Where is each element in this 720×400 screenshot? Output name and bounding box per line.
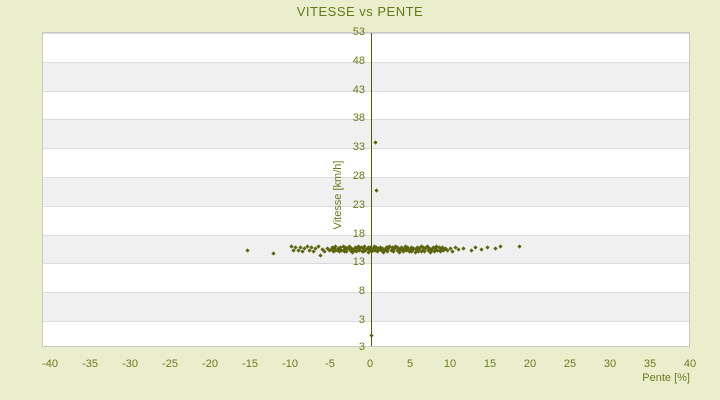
band [43, 119, 689, 149]
x-tick-label: 0 [366, 358, 374, 370]
y-axis-title: Vitesse [km/h] [332, 160, 344, 230]
gridline [43, 33, 689, 34]
x-tick-label: 5 [406, 358, 414, 370]
gridline [43, 263, 689, 265]
band [43, 33, 689, 62]
x-tick-label: -20 [202, 358, 218, 370]
gridline [43, 90, 689, 92]
x-tick-label: -40 [42, 358, 58, 370]
y-tick-label: 53 [352, 26, 365, 38]
x-tick-label: 30 [603, 358, 617, 370]
y-tick-label: 28 [352, 169, 365, 182]
x-tick-label: -25 [162, 358, 178, 370]
data-point [516, 243, 522, 249]
band [43, 205, 689, 235]
x-tick-label: 40 [683, 358, 697, 370]
y-axis-line [371, 33, 372, 346]
y-tick-label: 33 [352, 141, 365, 154]
gridline [43, 320, 689, 322]
y-tick-label: 43 [352, 83, 365, 96]
chart-title: VITESSE vs PENTE [296, 4, 424, 19]
band [43, 90, 689, 120]
band [43, 176, 689, 206]
band [43, 320, 689, 346]
gridline [43, 148, 689, 150]
gridline [43, 205, 689, 207]
x-tick-label: 15 [483, 358, 497, 370]
x-tick-label: -30 [122, 358, 138, 370]
x-tick-label: -5 [325, 358, 335, 370]
y-tick-label: 3 [358, 313, 365, 326]
y-axis-bottom-tick-label: 3 [358, 341, 365, 353]
y-tick-label: 48 [352, 54, 365, 67]
gridline [43, 176, 689, 178]
gridline [43, 292, 689, 294]
plot-area [42, 32, 690, 347]
gridline [43, 61, 689, 63]
x-tick-label: 20 [523, 358, 537, 370]
band [43, 263, 689, 293]
x-tick-label: -10 [282, 358, 298, 370]
gridline [43, 234, 689, 236]
y-tick-label: 8 [358, 285, 365, 298]
y-tick-label: 23 [352, 198, 365, 211]
x-tick-label: 10 [443, 358, 457, 370]
band [43, 292, 689, 321]
gridline [43, 119, 689, 121]
x-tick-label: -35 [82, 358, 98, 370]
band [43, 148, 689, 177]
x-axis-title: Pente [%] [642, 372, 690, 384]
y-tick-label: 13 [352, 256, 365, 269]
x-tick-label: 25 [563, 358, 577, 370]
band [43, 61, 689, 91]
y-tick-label: 18 [352, 227, 365, 240]
x-tick-label: -15 [242, 358, 258, 370]
y-tick-label: 38 [352, 112, 365, 125]
x-tick-label: 35 [643, 358, 657, 370]
